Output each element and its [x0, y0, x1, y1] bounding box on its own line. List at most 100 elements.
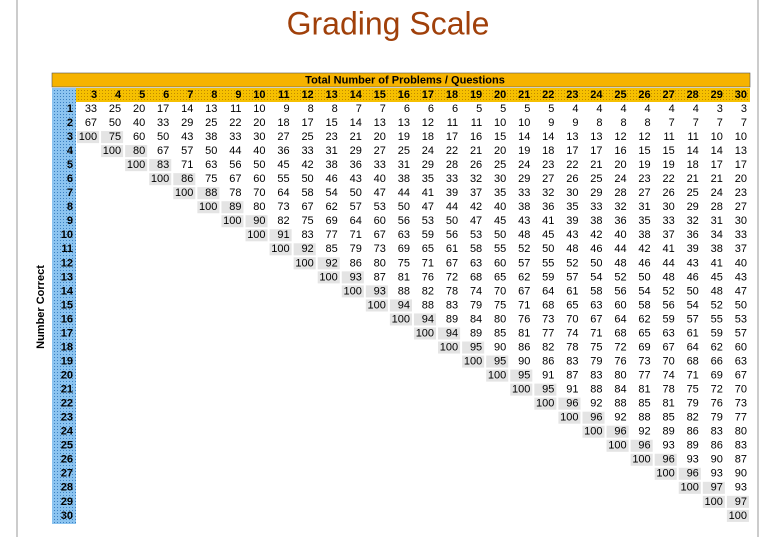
grade-cell: 20 [735, 173, 747, 185]
grade-cell: 38 [518, 201, 530, 213]
cell-shade [365, 299, 388, 312]
cell-shade [149, 159, 172, 172]
grade-cell: 19 [663, 159, 675, 171]
grade-cell: 69 [638, 341, 650, 353]
grade-cell: 41 [663, 243, 675, 255]
grade-cell: 29 [687, 201, 699, 213]
grade-cell: 48 [566, 243, 578, 255]
cell-shade [654, 453, 677, 466]
grade-cell: 28 [614, 187, 626, 199]
grade-cell: 85 [494, 327, 506, 339]
column-header: 12 [301, 89, 313, 101]
grade-cell: 55 [494, 243, 506, 255]
cell-shade [173, 173, 196, 186]
row-label: 1 [67, 103, 73, 115]
grade-cell: 92 [638, 426, 650, 438]
grade-cell: 56 [398, 215, 410, 227]
cell-shade [197, 201, 220, 214]
grade-cell: 13 [735, 145, 747, 157]
cell-shade [197, 187, 220, 200]
grade-cell: 47 [422, 201, 434, 213]
grade-cell: 23 [735, 187, 747, 199]
grade-cell: 89 [663, 426, 675, 438]
grade-cell: 32 [470, 173, 482, 185]
grade-cell: 48 [711, 285, 723, 297]
grade-cell: 100 [247, 229, 265, 241]
row-label: 16 [61, 313, 73, 325]
grade-cell: 86 [711, 440, 723, 452]
column-header-row [76, 88, 750, 102]
grade-cell: 70 [566, 313, 578, 325]
grade-cell: 63 [590, 299, 602, 311]
grade-cell: 71 [422, 257, 434, 269]
grade-cell: 9 [548, 117, 554, 129]
grade-cell: 37 [663, 229, 675, 241]
grade-cell: 94 [398, 299, 410, 311]
cell-shade [630, 453, 653, 466]
column-header: 11 [278, 89, 290, 101]
grade-cell: 83 [446, 299, 458, 311]
grade-cell: 11 [663, 131, 674, 143]
cell-shade [389, 313, 412, 326]
grade-cell: 27 [638, 187, 650, 199]
grade-cell: 13 [205, 103, 217, 115]
grade-cell: 44 [663, 257, 675, 269]
grade-cell: 95 [518, 369, 530, 381]
grade-cell: 56 [663, 299, 675, 311]
grade-cell: 44 [446, 201, 458, 213]
grade-cell: 75 [687, 384, 699, 396]
grade-cell: 8 [308, 103, 314, 115]
grade-cell: 71 [518, 299, 530, 311]
grade-cell: 33 [301, 145, 313, 157]
grade-cell: 83 [590, 369, 602, 381]
grade-cell: 50 [687, 285, 699, 297]
cell-shade [726, 509, 749, 522]
grade-cell: 10 [253, 103, 265, 115]
grade-cell: 14 [350, 117, 362, 129]
cell-shade [726, 495, 749, 508]
grade-cell: 45 [542, 229, 554, 241]
grade-cell: 76 [518, 313, 530, 325]
grade-cell: 44 [229, 145, 241, 157]
grade-cell: 4 [669, 103, 675, 115]
column-header: 19 [470, 89, 482, 101]
grade-cell: 83 [566, 355, 578, 367]
grade-cell: 43 [566, 229, 578, 241]
grade-cell: 40 [735, 257, 747, 269]
grade-cell: 63 [663, 327, 675, 339]
grade-cell: 81 [663, 398, 675, 410]
row-label: 28 [61, 482, 73, 494]
column-header: 7 [187, 89, 193, 101]
grade-cell: 45 [494, 215, 506, 227]
grade-cell: 87 [566, 369, 578, 381]
cell-shade [582, 425, 605, 438]
grade-cell: 100 [103, 145, 121, 157]
column-header: 24 [590, 89, 603, 101]
grade-cell: 91 [542, 369, 554, 381]
grade-cell: 22 [229, 117, 241, 129]
grade-cell: 75 [398, 257, 410, 269]
grade-cell: 38 [638, 229, 650, 241]
grade-cell: 17 [446, 131, 458, 143]
column-header: 20 [494, 89, 506, 101]
grade-cell: 75 [494, 299, 506, 311]
grade-cell: 67 [301, 201, 313, 213]
header-bar [51, 72, 751, 88]
grade-cell: 20 [494, 145, 506, 157]
grade-cell: 77 [326, 229, 338, 241]
grade-cell: 100 [632, 454, 650, 466]
grade-cell: 58 [590, 285, 602, 297]
grade-cell: 82 [277, 215, 289, 227]
row-label: 21 [61, 384, 73, 396]
column-header: 4 [115, 89, 122, 101]
grade-cell: 81 [518, 327, 530, 339]
cell-shade [486, 355, 509, 368]
grade-cell: 53 [422, 215, 434, 227]
grade-cell: 31 [326, 145, 338, 157]
grade-cell: 11 [687, 131, 698, 143]
grade-cell: 50 [494, 229, 506, 241]
grade-cell: 52 [711, 299, 723, 311]
grade-cell: 50 [205, 145, 217, 157]
grade-cell: 92 [614, 412, 626, 424]
grade-cell: 100 [705, 496, 723, 508]
